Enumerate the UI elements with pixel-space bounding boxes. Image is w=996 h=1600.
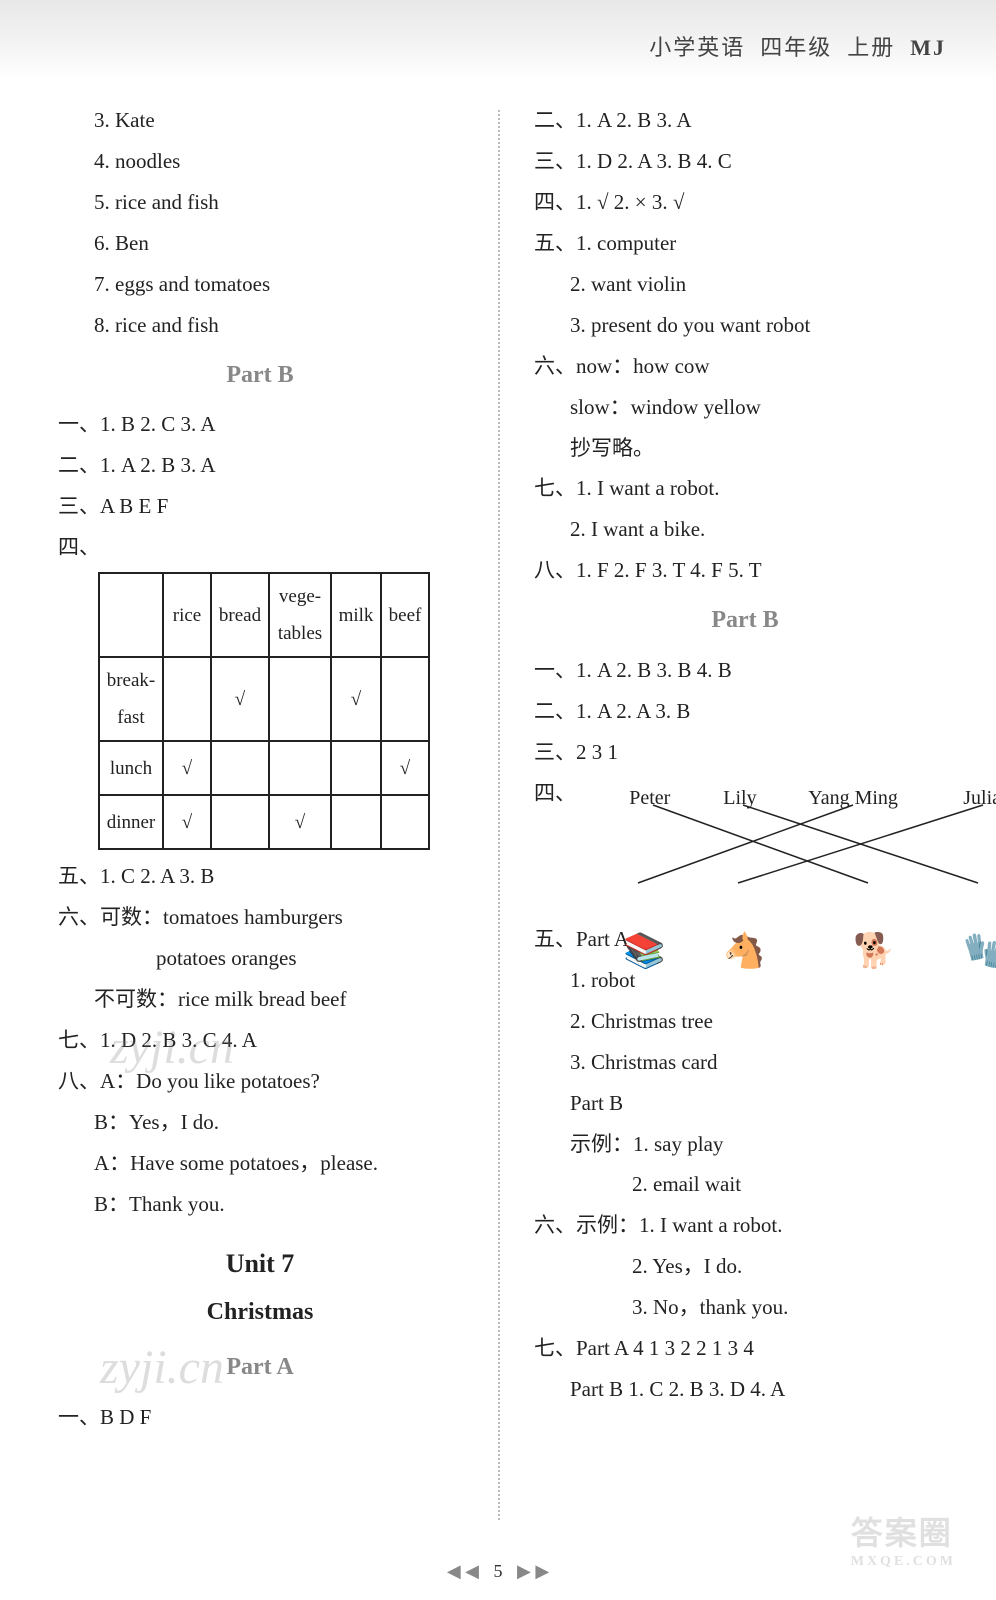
answer-line: Part B 1. C 2. B 3. D 4. A — [534, 1369, 956, 1410]
answer-line: 2. Yes，I do. — [534, 1246, 956, 1287]
answer-line: 三、2 3 1 — [534, 732, 956, 773]
match-icon: 🧤 — [963, 919, 996, 985]
page-content: 3. Kate4. noodles5. rice and fish6. Ben7… — [0, 100, 996, 1540]
table-cell — [163, 657, 211, 741]
part-a-heading: Part A — [58, 1344, 462, 1391]
question-label: 四、 — [534, 773, 578, 814]
table-row-label: dinner — [99, 795, 163, 849]
answer-line: 8. rice and fish — [58, 305, 462, 346]
source-stamp: 答案圈 MXQE.COM — [851, 1508, 956, 1570]
page-number: 5 — [494, 1561, 503, 1581]
table-cell: √ — [163, 795, 211, 849]
answer-line: Part B — [534, 1083, 956, 1124]
table-header: vege-tables — [269, 573, 331, 657]
answer-line: 7. eggs and tomatoes — [58, 264, 462, 305]
header-grade: 四年级 — [760, 35, 832, 60]
answer-line: 3. Christmas card — [534, 1042, 956, 1083]
answer-line: 三、A B E F — [58, 486, 462, 527]
header-code: MJ — [910, 35, 946, 60]
answer-line: 六、可数：tomatoes hamburgers — [58, 897, 462, 938]
answer-line: 一、B D F — [58, 1397, 462, 1438]
pager-right-arrows: ▶ ▶ — [517, 1561, 549, 1581]
answer-line: 不可数：rice milk bread beef — [58, 979, 462, 1020]
answer-line: 二、1. A 2. B 3. A — [534, 100, 956, 141]
answer-line: potatoes oranges — [58, 938, 462, 979]
answer-line: A：Have some potatoes，please. — [58, 1143, 462, 1184]
table-cell — [331, 741, 381, 795]
table-cell — [211, 741, 269, 795]
table-header: bread — [211, 573, 269, 657]
answer-line: 三、1. D 2. A 3. B 4. C — [534, 141, 956, 182]
food-table: ricebreadvege-tablesmilkbeefbreak-fast√√… — [98, 572, 430, 850]
unit-subtitle: Christmas — [58, 1289, 462, 1336]
table-cell: √ — [331, 657, 381, 741]
answer-line: 2. I want a bike. — [534, 509, 956, 550]
table-cell: √ — [211, 657, 269, 741]
answer-line: 5. rice and fish — [58, 182, 462, 223]
match-icon: 🐴 — [723, 919, 765, 985]
answer-line: 七、1. D 2. B 3. C 4. A — [58, 1020, 462, 1061]
answer-line: 二、1. A 2. B 3. A — [58, 445, 462, 486]
table-cell — [269, 657, 331, 741]
table-cell — [381, 657, 429, 741]
page-header: 小学英语 四年级 上册 MJ — [649, 30, 946, 62]
answer-line: 2. email wait — [534, 1164, 956, 1205]
answer-line: B：Thank you. — [58, 1184, 462, 1225]
match-icon: 📚 — [623, 919, 665, 985]
table-cell — [269, 741, 331, 795]
table-cell — [331, 795, 381, 849]
answer-line: 一、1. A 2. B 3. B 4. B — [534, 650, 956, 691]
matching-diagram: PeterLilyYang MingJulia 📚🐴🐕🧤 — [583, 779, 996, 919]
left-column: 3. Kate4. noodles5. rice and fish6. Ben7… — [0, 100, 498, 1540]
answer-line: 示例：1. say play — [534, 1124, 956, 1165]
answer-line: 七、Part A 4 1 3 2 2 1 3 4 — [534, 1328, 956, 1369]
answer-line: 五、1. computer — [534, 223, 956, 264]
answer-line: 二、1. A 2. A 3. B — [534, 691, 956, 732]
table-cell — [381, 795, 429, 849]
answer-line: 4. noodles — [58, 141, 462, 182]
answer-line: 六、now：how cow — [534, 346, 956, 387]
table-header: milk — [331, 573, 381, 657]
answer-line: 6. Ben — [58, 223, 462, 264]
table-row-label: break-fast — [99, 657, 163, 741]
answer-line: 六、示例：1. I want a robot. — [534, 1205, 956, 1246]
answer-line: 四、 — [58, 527, 462, 568]
table-cell: √ — [381, 741, 429, 795]
table-header — [99, 573, 163, 657]
answer-line: 2. Christmas tree — [534, 1001, 956, 1042]
stamp-main: 答案圈 — [851, 1515, 953, 1551]
answer-line: 四、1. √ 2. × 3. √ — [534, 182, 956, 223]
page-footer: ◀ ◀ 5 ▶ ▶ — [0, 1561, 996, 1582]
match-icon: 🐕 — [853, 919, 895, 985]
answer-line: 五、1. C 2. A 3. B — [58, 856, 462, 897]
answer-line: 四、 PeterLilyYang MingJulia 📚🐴🐕🧤 — [534, 773, 956, 919]
table-cell: √ — [163, 741, 211, 795]
answer-line: slow：window yellow — [534, 387, 956, 428]
unit-title: Unit 7 — [58, 1239, 462, 1290]
part-b-heading: Part B — [534, 597, 956, 644]
table-header: rice — [163, 573, 211, 657]
table-cell: √ — [269, 795, 331, 849]
answer-line: 3. present do you want robot — [534, 305, 956, 346]
table-row-label: lunch — [99, 741, 163, 795]
answer-line: 八、A：Do you like potatoes? — [58, 1061, 462, 1102]
pager-left-arrows: ◀ ◀ — [447, 1561, 479, 1581]
header-volume: 上册 — [847, 35, 895, 60]
right-column: 二、1. A 2. B 3. A 三、1. D 2. A 3. B 4. C 四… — [498, 100, 996, 1540]
answer-line: B：Yes，I do. — [58, 1102, 462, 1143]
header-subject: 小学英语 — [649, 35, 745, 60]
answer-line: 一、1. B 2. C 3. A — [58, 404, 462, 445]
table-cell — [211, 795, 269, 849]
answer-line: 七、1. I want a robot. — [534, 468, 956, 509]
stamp-sub: MXQE.COM — [851, 1554, 956, 1570]
answer-line: 3. No，thank you. — [534, 1287, 956, 1328]
answer-line: 2. want violin — [534, 264, 956, 305]
answer-line: 抄写略。 — [534, 428, 956, 469]
table-header: beef — [381, 573, 429, 657]
question-label: 四、 — [58, 527, 102, 568]
match-lines — [583, 803, 996, 887]
part-b-heading: Part B — [58, 352, 462, 399]
answer-line: 3. Kate — [58, 100, 462, 141]
answer-line: 八、1. F 2. F 3. T 4. F 5. T — [534, 550, 956, 591]
